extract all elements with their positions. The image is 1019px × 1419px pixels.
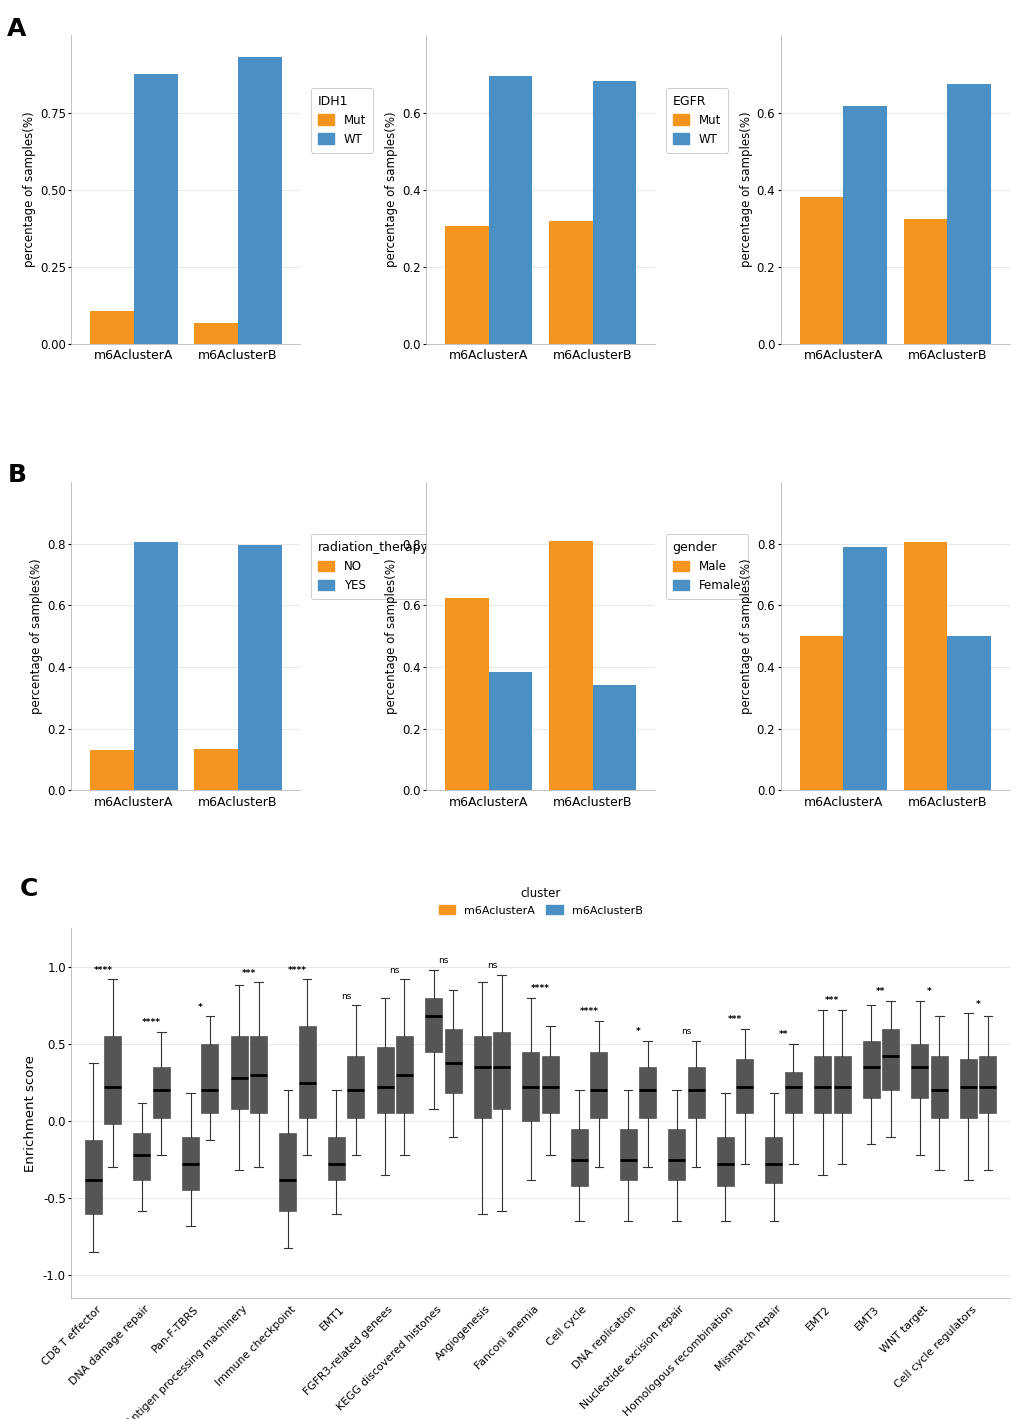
PathPatch shape <box>619 1128 636 1179</box>
Bar <box>194 324 237 343</box>
Bar <box>843 105 887 343</box>
PathPatch shape <box>473 1036 490 1118</box>
Bar <box>947 84 990 343</box>
Text: ns: ns <box>438 956 448 965</box>
Bar <box>592 685 636 790</box>
Bar <box>90 311 133 343</box>
PathPatch shape <box>444 1029 462 1094</box>
PathPatch shape <box>785 1071 801 1114</box>
Bar <box>903 542 947 790</box>
Bar <box>133 74 177 343</box>
Bar <box>90 751 133 790</box>
Y-axis label: percentage of samples(%): percentage of samples(%) <box>384 558 397 714</box>
Text: ns: ns <box>340 992 351 1000</box>
Legend: Mut, WT: Mut, WT <box>311 88 373 153</box>
PathPatch shape <box>230 1036 248 1108</box>
PathPatch shape <box>571 1128 587 1186</box>
PathPatch shape <box>716 1137 733 1186</box>
PathPatch shape <box>85 1139 102 1213</box>
PathPatch shape <box>347 1056 364 1118</box>
PathPatch shape <box>541 1056 558 1114</box>
Bar <box>548 221 592 343</box>
Bar <box>444 226 488 343</box>
Text: **: ** <box>779 1030 788 1039</box>
Text: ***: *** <box>824 996 839 1006</box>
Text: ns: ns <box>486 961 496 971</box>
Bar <box>194 749 237 790</box>
PathPatch shape <box>425 998 441 1051</box>
PathPatch shape <box>250 1036 267 1114</box>
Bar <box>799 197 843 343</box>
PathPatch shape <box>978 1056 996 1114</box>
PathPatch shape <box>881 1029 899 1090</box>
Bar <box>488 77 532 343</box>
PathPatch shape <box>376 1047 393 1114</box>
Text: *: * <box>975 999 979 1009</box>
PathPatch shape <box>153 1067 170 1118</box>
Bar <box>799 636 843 790</box>
Text: ****: **** <box>287 966 307 975</box>
Text: ***: *** <box>242 969 256 978</box>
Text: *: * <box>926 988 931 996</box>
Legend: m6AclusterA, m6AclusterB: m6AclusterA, m6AclusterB <box>434 883 646 920</box>
Y-axis label: Enrichment score: Enrichment score <box>24 1054 38 1172</box>
PathPatch shape <box>590 1051 607 1118</box>
Text: **: ** <box>875 988 884 996</box>
PathPatch shape <box>813 1056 830 1114</box>
PathPatch shape <box>764 1137 782 1183</box>
Text: ***: *** <box>728 1015 742 1025</box>
PathPatch shape <box>133 1134 150 1179</box>
Bar <box>237 545 281 790</box>
PathPatch shape <box>862 1042 878 1098</box>
Text: *: * <box>635 1027 640 1036</box>
Legend: NO, YES: NO, YES <box>311 534 435 599</box>
Text: ****: **** <box>94 966 112 975</box>
PathPatch shape <box>279 1134 296 1210</box>
PathPatch shape <box>202 1044 218 1114</box>
Bar <box>947 636 990 790</box>
PathPatch shape <box>181 1137 199 1191</box>
PathPatch shape <box>959 1060 976 1118</box>
Text: B: B <box>7 464 26 488</box>
Bar <box>903 219 947 343</box>
Text: ****: **** <box>531 985 549 993</box>
Y-axis label: percentage of samples(%): percentage of samples(%) <box>22 112 36 267</box>
PathPatch shape <box>104 1036 121 1124</box>
Y-axis label: percentage of samples(%): percentage of samples(%) <box>739 558 752 714</box>
PathPatch shape <box>833 1056 850 1114</box>
Bar <box>444 597 488 790</box>
PathPatch shape <box>736 1060 753 1114</box>
Y-axis label: percentage of samples(%): percentage of samples(%) <box>739 112 752 267</box>
Text: A: A <box>7 17 26 41</box>
PathPatch shape <box>930 1056 947 1118</box>
PathPatch shape <box>395 1036 413 1114</box>
Legend: Male, Female: Male, Female <box>664 534 748 599</box>
Y-axis label: percentage of samples(%): percentage of samples(%) <box>30 558 43 714</box>
Text: ns: ns <box>389 966 399 975</box>
Text: ****: **** <box>579 1007 598 1016</box>
Legend: Mut, WT: Mut, WT <box>664 88 728 153</box>
PathPatch shape <box>639 1067 655 1118</box>
Bar <box>548 541 592 790</box>
PathPatch shape <box>667 1128 685 1179</box>
Text: ns: ns <box>681 1027 691 1036</box>
Text: *: * <box>198 1003 203 1012</box>
Bar <box>237 57 281 343</box>
PathPatch shape <box>522 1051 539 1121</box>
PathPatch shape <box>687 1067 704 1118</box>
Bar <box>133 542 177 790</box>
Bar <box>843 546 887 790</box>
Bar <box>592 81 636 343</box>
PathPatch shape <box>493 1032 510 1108</box>
Y-axis label: percentage of samples(%): percentage of samples(%) <box>384 112 397 267</box>
PathPatch shape <box>299 1026 316 1118</box>
Text: C: C <box>19 877 38 901</box>
Text: ****: **** <box>142 1017 161 1027</box>
Bar <box>488 671 532 790</box>
PathPatch shape <box>910 1044 927 1098</box>
PathPatch shape <box>327 1137 344 1179</box>
